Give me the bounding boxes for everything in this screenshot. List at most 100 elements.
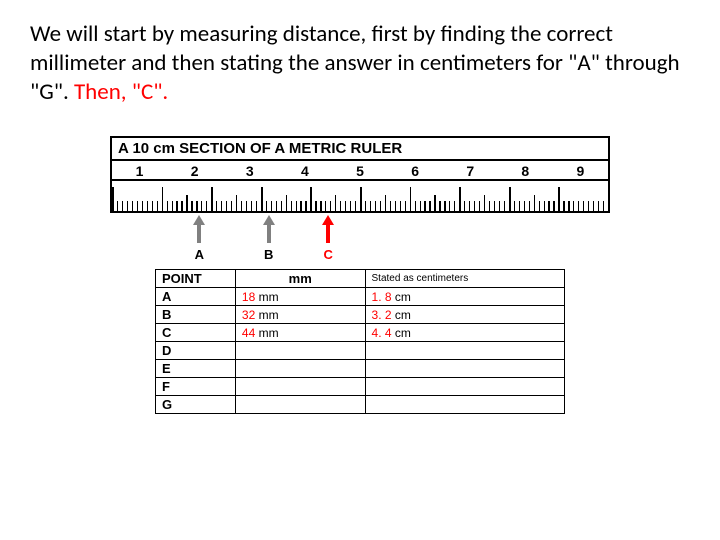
ruler-tick bbox=[499, 201, 500, 211]
ruler-tick bbox=[276, 201, 277, 211]
ruler-tick bbox=[573, 201, 574, 211]
ruler-number: 9 bbox=[553, 163, 608, 179]
marker-label: A bbox=[190, 247, 208, 262]
ruler-tick bbox=[305, 201, 306, 211]
ruler-tick bbox=[370, 201, 371, 211]
ruler-tick bbox=[320, 201, 321, 211]
marker-arrow-b: B bbox=[260, 215, 278, 262]
ruler-tick bbox=[380, 201, 381, 211]
ruler-tick bbox=[236, 195, 237, 211]
instruction-text: We will start by measuring distance, fir… bbox=[30, 20, 690, 106]
ruler-tick bbox=[206, 201, 207, 211]
ruler-number: 4 bbox=[277, 163, 332, 179]
row-label: B bbox=[156, 306, 236, 324]
row-cm: 4. 4 cm bbox=[365, 324, 564, 342]
ruler-tick bbox=[524, 201, 525, 211]
ruler-tick bbox=[147, 201, 148, 211]
ruler-tick bbox=[345, 201, 346, 211]
table-row: G bbox=[156, 396, 565, 414]
ruler-tick bbox=[583, 201, 584, 211]
ruler-title: A 10 cm SECTION OF A METRIC RULER bbox=[110, 136, 610, 159]
ruler-tick bbox=[231, 201, 232, 211]
ruler-tick bbox=[117, 201, 118, 211]
ruler-tick bbox=[593, 201, 594, 211]
ruler-tick bbox=[315, 201, 316, 211]
row-mm: 32 mm bbox=[235, 306, 365, 324]
instruction-red: Then, "C". bbox=[74, 78, 168, 106]
table-row: D bbox=[156, 342, 565, 360]
header-mm: mm bbox=[235, 270, 365, 288]
ruler-tick bbox=[181, 201, 182, 211]
row-cm bbox=[365, 342, 564, 360]
ruler-tick bbox=[201, 201, 202, 211]
ruler-tick bbox=[395, 201, 396, 211]
ruler-tick bbox=[246, 201, 247, 211]
ruler-tick bbox=[167, 201, 168, 211]
ruler-tick bbox=[469, 201, 470, 211]
ruler-tick bbox=[132, 201, 133, 211]
ruler-tick bbox=[152, 201, 153, 211]
ruler-tick bbox=[439, 201, 440, 211]
ruler-tick bbox=[266, 201, 267, 211]
ruler-tick bbox=[122, 201, 123, 211]
ruler-tick bbox=[355, 201, 356, 211]
arrow-icon bbox=[319, 215, 337, 245]
row-label: G bbox=[156, 396, 236, 414]
table-row: F bbox=[156, 378, 565, 396]
ruler-tick bbox=[176, 201, 177, 211]
row-label: C bbox=[156, 324, 236, 342]
ruler-number: 5 bbox=[332, 163, 387, 179]
ruler-tick bbox=[211, 187, 213, 211]
ruler-tick bbox=[608, 187, 610, 211]
ruler-tick bbox=[598, 201, 599, 211]
ruler-number: 1 bbox=[112, 163, 167, 179]
ruler-tick bbox=[350, 201, 351, 211]
ruler-tick bbox=[241, 201, 242, 211]
ruler-tick bbox=[424, 201, 425, 211]
ruler-tick bbox=[296, 201, 297, 211]
ruler-tick bbox=[137, 201, 138, 211]
header-cm: Stated as centimeters bbox=[365, 270, 564, 288]
ruler-tick bbox=[281, 201, 282, 211]
ruler-tick bbox=[464, 201, 465, 211]
ruler-arrows: A B C bbox=[110, 215, 610, 263]
row-cm bbox=[365, 360, 564, 378]
ruler-tick bbox=[578, 201, 579, 211]
ruler: A 10 cm SECTION OF A METRIC RULER 123456… bbox=[110, 136, 610, 263]
ruler-tick bbox=[216, 201, 217, 211]
ruler-number: 2 bbox=[167, 163, 222, 179]
row-mm bbox=[235, 396, 365, 414]
ruler-tick bbox=[563, 201, 564, 211]
ruler-number: 3 bbox=[222, 163, 277, 179]
ruler-tick bbox=[251, 201, 252, 211]
row-label: E bbox=[156, 360, 236, 378]
ruler-tick bbox=[375, 201, 376, 211]
ruler-tick bbox=[256, 201, 257, 211]
ruler-tick bbox=[221, 201, 222, 211]
ruler-tick bbox=[529, 201, 530, 211]
row-mm: 18 mm bbox=[235, 288, 365, 306]
ruler-tick bbox=[330, 201, 331, 211]
ruler-tick bbox=[112, 187, 114, 211]
ruler-tick bbox=[534, 195, 535, 211]
marker-arrow-a: A bbox=[190, 215, 208, 262]
ruler-tick bbox=[514, 201, 515, 211]
arrow-icon bbox=[190, 215, 208, 245]
ruler-number: 6 bbox=[388, 163, 443, 179]
row-cm: 1. 8 cm bbox=[365, 288, 564, 306]
ruler-tick bbox=[196, 201, 197, 211]
ruler-ticks bbox=[110, 179, 610, 213]
ruler-tick bbox=[405, 201, 406, 211]
ruler-tick bbox=[459, 187, 461, 211]
ruler-tick bbox=[558, 187, 560, 211]
ruler-tick bbox=[142, 201, 143, 211]
ruler-tick bbox=[340, 201, 341, 211]
ruler-tick bbox=[385, 195, 386, 211]
row-label: A bbox=[156, 288, 236, 306]
ruler-tick bbox=[172, 201, 173, 211]
marker-label: C bbox=[319, 247, 337, 262]
ruler-tick bbox=[400, 201, 401, 211]
ruler-tick bbox=[454, 201, 455, 211]
table-header-row: POINT mm Stated as centimeters bbox=[156, 270, 565, 288]
ruler-tick bbox=[420, 201, 421, 211]
